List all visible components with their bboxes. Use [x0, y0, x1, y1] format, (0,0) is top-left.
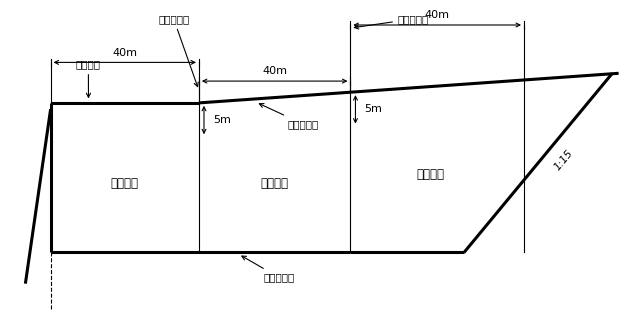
- Text: 5m: 5m: [213, 115, 231, 125]
- Text: 第一分条: 第一分条: [417, 168, 445, 181]
- Text: 40m: 40m: [424, 10, 450, 20]
- Text: 40m: 40m: [112, 48, 137, 58]
- Text: 40m: 40m: [262, 66, 287, 76]
- Text: 1:15: 1:15: [552, 148, 574, 172]
- Text: 开挖边线: 开挖边线: [76, 59, 101, 97]
- Text: 分条边界线: 分条边界线: [354, 14, 429, 29]
- Text: 原始地面线: 原始地面线: [260, 104, 319, 129]
- Text: 第三分条: 第三分条: [111, 177, 138, 190]
- Text: 分条边界线: 分条边界线: [158, 14, 198, 86]
- Text: 设计开挖线: 设计开挖线: [242, 256, 295, 282]
- Text: 第二分条: 第二分条: [261, 177, 289, 190]
- Text: 5m: 5m: [365, 104, 382, 114]
